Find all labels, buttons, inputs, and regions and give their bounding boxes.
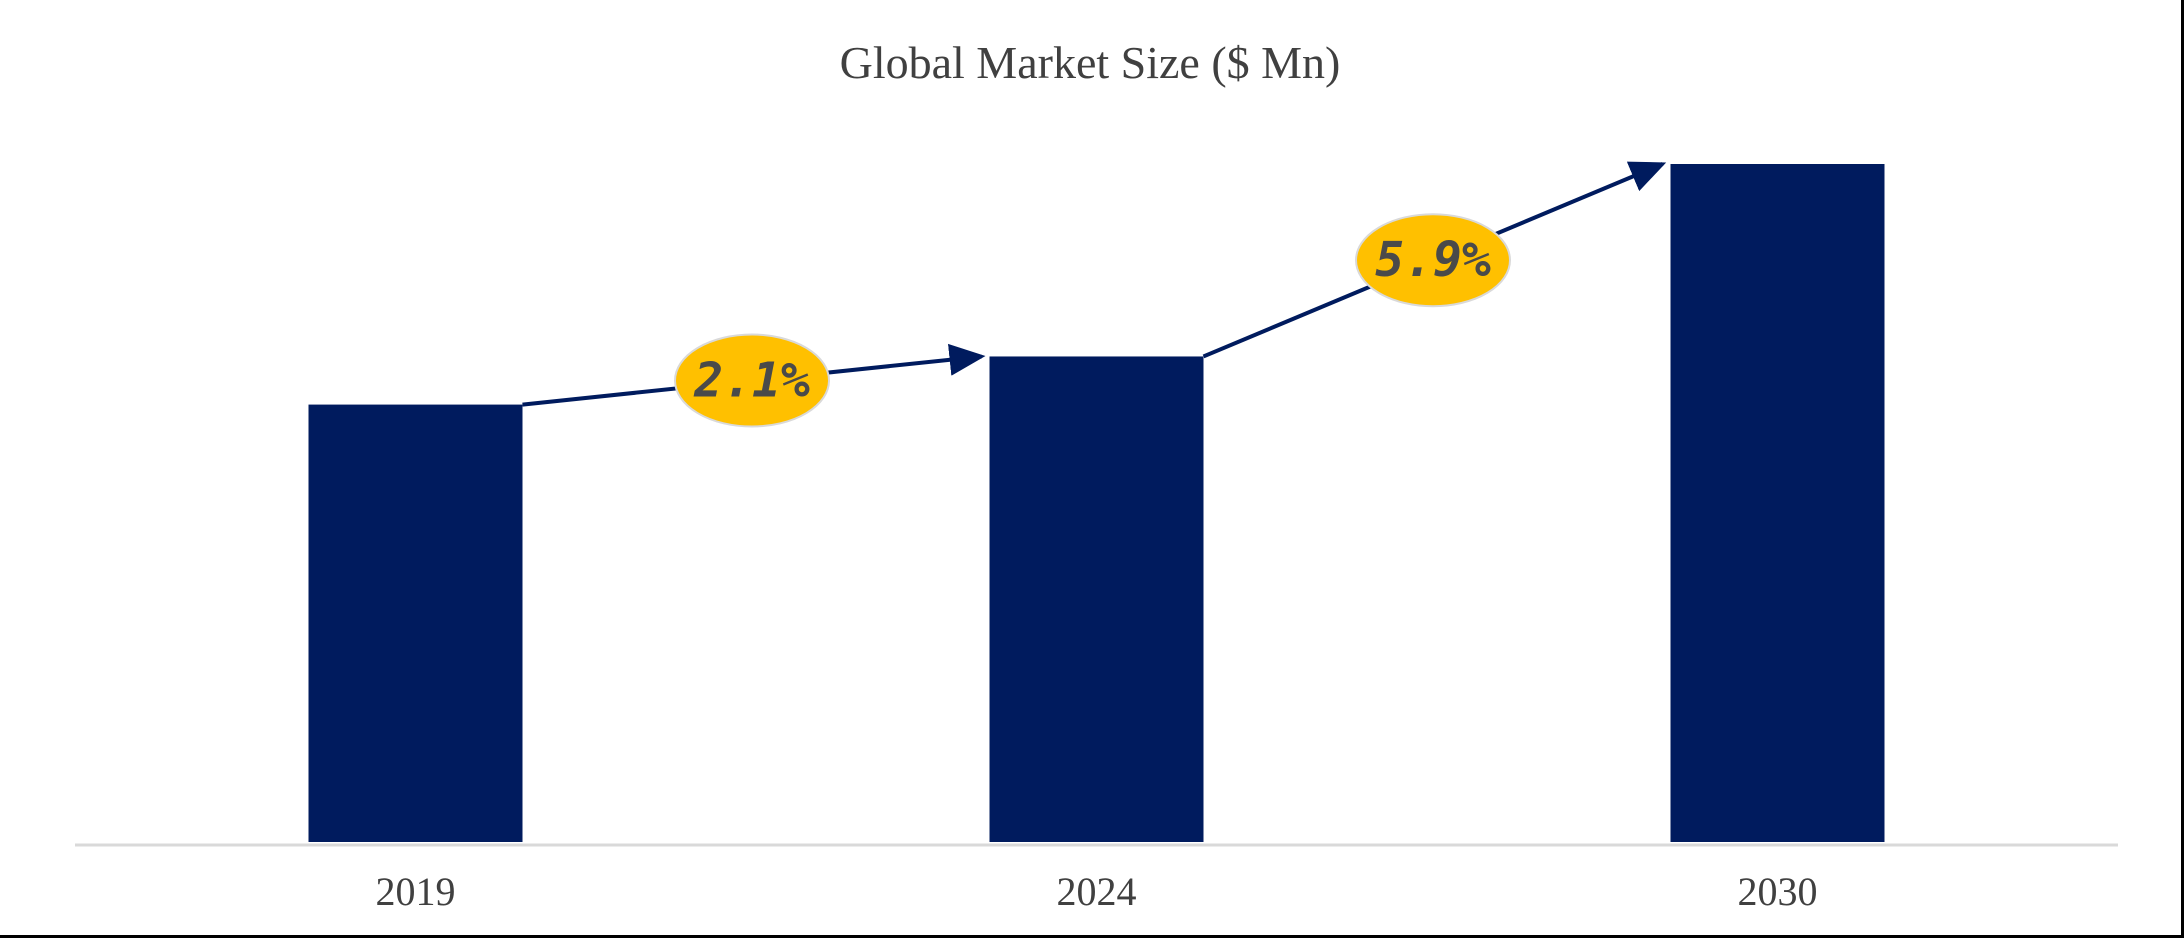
x-tick-label-2030: 2030 [1738, 869, 1818, 914]
x-tick-label-2024: 2024 [1057, 869, 1137, 914]
bar-2030 [1670, 164, 1885, 842]
bar-2024 [989, 356, 1204, 842]
x-tick-label-2019: 2019 [376, 869, 456, 914]
cagr-badge-1 [674, 333, 830, 428]
chart-title: Global Market Size ($ Mn) [840, 37, 1341, 88]
growth-arrows-group: 2.1% 5.9% [522, 161, 1667, 428]
cagr-label-2: 5.9% [1375, 232, 1491, 288]
bars-group [308, 164, 1885, 842]
bar-2019 [308, 404, 523, 842]
cagr-badge-2 [1355, 213, 1511, 308]
cagr-label-1: 2.1% [693, 353, 810, 409]
tick-labels-group: 2019 2024 2030 [376, 869, 1818, 914]
